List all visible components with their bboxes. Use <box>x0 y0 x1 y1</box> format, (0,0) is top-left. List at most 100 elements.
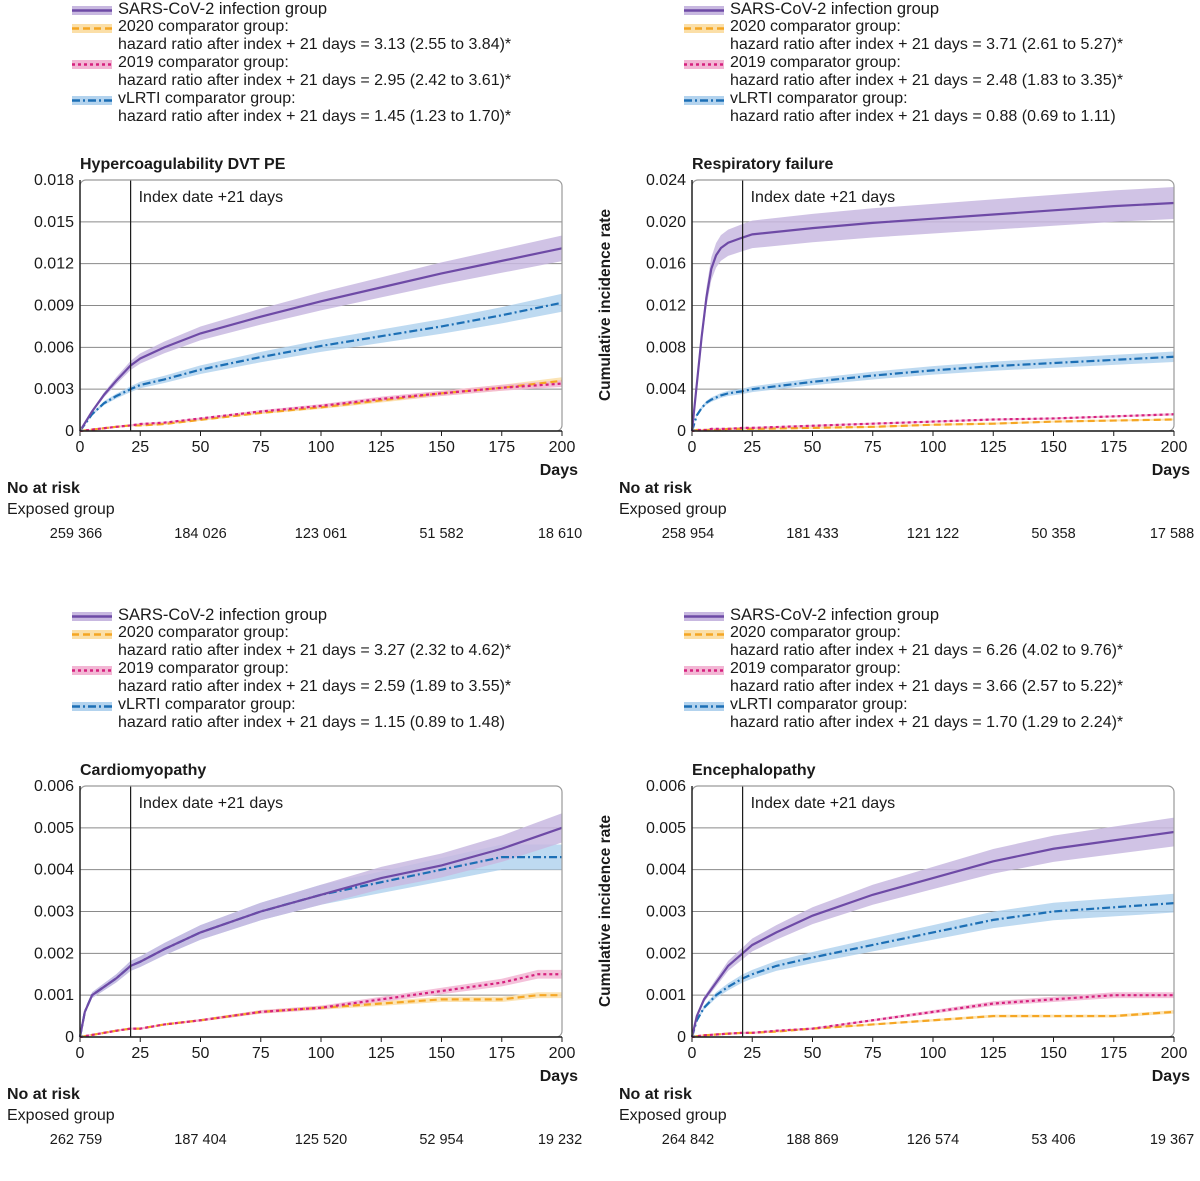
legend-label-sars: SARS-CoV-2 infection group <box>118 0 328 18</box>
at-risk-group-label: Exposed group <box>7 501 115 518</box>
chart-title: Encephalopathy <box>692 762 816 779</box>
at-risk-value: 259 366 <box>49 526 103 542</box>
y-tick-label: 0.003 <box>34 904 74 921</box>
y-tick-label: 0.004 <box>646 381 686 398</box>
y-tick-label: 0.020 <box>646 214 686 231</box>
y-tick-label: 0 <box>677 423 686 440</box>
chart-panel-encephalopathy: SARS-CoV-2 infection group 2020 comparat… <box>597 606 1200 1181</box>
at-risk-title: No at risk <box>7 1086 80 1103</box>
chart-legend: SARS-CoV-2 infection group 2020 comparat… <box>682 606 1200 732</box>
chart-legend: SARS-CoV-2 infection group 2020 comparat… <box>70 0 590 126</box>
legend-swatch-2019 <box>684 666 724 675</box>
legend-hr-2019: hazard ratio after index + 21 days = 2.9… <box>118 72 512 89</box>
x-tick-label: 150 <box>1040 439 1067 456</box>
y-tick-label: 0.003 <box>34 381 74 398</box>
x-tick-label: 0 <box>76 439 85 456</box>
x-tick-label: 125 <box>980 439 1007 456</box>
x-tick-label: 150 <box>1040 1045 1067 1062</box>
at-risk-title: No at risk <box>7 480 80 497</box>
y-tick-label: 0.006 <box>646 778 686 795</box>
at-risk-value: 125 520 <box>294 1132 348 1148</box>
series-line-sars <box>79 247 563 432</box>
series-line-vlrti <box>78 856 562 1038</box>
x-tick-label: 25 <box>743 439 761 456</box>
legend-hr-2020: hazard ratio after index + 21 days = 6.2… <box>730 642 1124 659</box>
ci-band-sars <box>80 813 562 1037</box>
legend-item-2019: 2019 comparator group: hazard ratio afte… <box>70 660 590 696</box>
legend-label-vlrti: vLRTI comparator group: <box>730 90 908 107</box>
x-tick-label: 0 <box>688 439 697 456</box>
legend-hr-2019: hazard ratio after index + 21 days = 2.5… <box>118 678 512 695</box>
at-risk-value: 53 406 <box>1031 1132 1076 1148</box>
x-tick-label: 200 <box>549 1045 576 1062</box>
y-tick-label: 0.001 <box>646 987 686 1004</box>
legend-item-2019: 2019 comparator group: hazard ratio afte… <box>682 54 1200 90</box>
at-risk-value: 52 954 <box>419 1132 464 1148</box>
at-risk-group-label: Exposed group <box>619 1107 727 1124</box>
y-tick-label: 0.024 <box>646 172 686 189</box>
chart-panel-respiratory-failure: SARS-CoV-2 infection group 2020 comparat… <box>597 0 1200 575</box>
legend-swatch-2020 <box>72 24 112 33</box>
series-line-vlrti <box>79 301 563 432</box>
y-tick-label: 0.002 <box>34 945 74 962</box>
legend-label-2019: 2019 comparator group: <box>730 54 901 71</box>
series-line-c2019 <box>79 382 563 433</box>
legend-hr-vlrti: hazard ratio after index + 21 days = 1.1… <box>118 714 505 731</box>
legend-swatch-sars <box>72 6 112 15</box>
chart-title: Cardiomyopathy <box>80 762 207 779</box>
x-tick-label: 0 <box>688 1045 697 1062</box>
index-date-label: Index date +21 days <box>139 795 284 812</box>
chart-title: Hypercoagulability DVT PE <box>80 156 286 173</box>
at-risk-value: 264 842 <box>661 1132 715 1148</box>
legend-swatch-2020 <box>72 630 112 639</box>
x-tick-label: 0 <box>76 1045 85 1062</box>
legend-swatch-sars <box>684 612 724 621</box>
series-line-sars <box>78 826 563 1038</box>
at-risk-value: 121 122 <box>906 526 960 542</box>
x-tick-label: 25 <box>743 1045 761 1062</box>
legend-swatch-2019 <box>684 60 724 69</box>
legend-label-2020: 2020 comparator group: <box>118 624 289 641</box>
x-tick-label: 25 <box>131 1045 149 1062</box>
ci-band-c2020 <box>692 418 1174 431</box>
legend-label-sars: SARS-CoV-2 infection group <box>730 0 940 18</box>
legend-item-vlrti: vLRTI comparator group: hazard ratio aft… <box>70 696 590 732</box>
legend-item-2020: 2020 comparator group: hazard ratio afte… <box>682 18 1200 54</box>
at-risk-value: 126 574 <box>906 1132 960 1148</box>
x-tick-label: 100 <box>920 1045 947 1062</box>
x-tick-label: 200 <box>1161 439 1188 456</box>
x-axis-title: Days <box>539 1068 578 1085</box>
at-risk-value: 18 610 <box>537 526 583 542</box>
x-tick-label: 75 <box>864 439 882 456</box>
legend-item-2020: 2020 comparator group: hazard ratio afte… <box>70 624 590 660</box>
index-date-label: Index date +21 days <box>751 189 896 206</box>
ci-band-vlrti <box>692 351 1174 431</box>
x-tick-label: 100 <box>308 1045 335 1062</box>
x-axis-title: Days <box>1151 1068 1190 1085</box>
legend-swatch-2019 <box>72 60 112 69</box>
y-tick-label: 0.016 <box>646 256 686 273</box>
y-tick-label: 0.004 <box>646 862 686 879</box>
legend-hr-2019: hazard ratio after index + 21 days = 2.4… <box>730 72 1124 89</box>
chart-legend: SARS-CoV-2 infection group 2020 comparat… <box>70 606 590 732</box>
series-line-sars <box>690 830 1175 1038</box>
chart-title: Respiratory failure <box>692 156 834 173</box>
x-tick-label: 175 <box>1100 1045 1127 1062</box>
at-risk-title: No at risk <box>619 1086 692 1103</box>
y-tick-label: 0.005 <box>646 820 686 837</box>
at-risk-value: 19 232 <box>537 1132 583 1148</box>
index-date-label: Index date +21 days <box>139 189 284 206</box>
legend-swatch-2020 <box>684 630 724 639</box>
x-tick-label: 150 <box>428 439 455 456</box>
at-risk-group-label: Exposed group <box>619 501 727 518</box>
legend-item-vlrti: vLRTI comparator group: hazard ratio aft… <box>682 696 1200 732</box>
legend-hr-vlrti: hazard ratio after index + 21 days = 1.7… <box>730 714 1124 731</box>
y-tick-label: 0.002 <box>646 945 686 962</box>
y-tick-label: 0.004 <box>34 862 74 879</box>
x-tick-label: 125 <box>980 1045 1007 1062</box>
chart-panel-cardiomyopathy: SARS-CoV-2 infection group 2020 comparat… <box>0 606 600 1181</box>
legend-item-vlrti: vLRTI comparator group: hazard ratio aft… <box>682 90 1200 126</box>
legend-label-vlrti: vLRTI comparator group: <box>118 90 296 107</box>
legend-label-2020: 2020 comparator group: <box>118 18 289 35</box>
legend-swatch-sars <box>684 6 724 15</box>
